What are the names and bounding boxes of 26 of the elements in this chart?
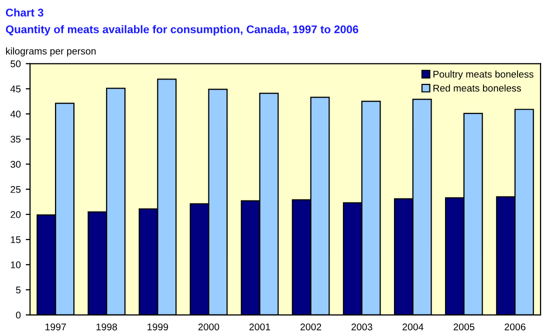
y-tick-label: 0 <box>16 312 21 319</box>
y-tick-label: 25 <box>10 186 21 193</box>
x-tick-label: 2001 <box>249 323 270 330</box>
y-tick-label: 5 <box>16 286 21 294</box>
y-tick-label: 50 <box>10 60 21 68</box>
legend-label: Poultry meats boneless <box>433 70 534 80</box>
y-axis-title: kilograms per person <box>6 47 96 56</box>
y-tick-label: 20 <box>10 211 21 218</box>
y-tick-label: 30 <box>10 160 21 168</box>
y-tick-label: 10 <box>10 261 21 268</box>
x-tick-label: 2006 <box>504 323 526 330</box>
chart-title: Chart 3 <box>6 8 44 17</box>
chart-subtitle: Quantity of meats available for consumption, Canada, 1997 to 2006 <box>6 25 358 36</box>
x-tick-label: 1997 <box>45 323 66 330</box>
x-tick-label: 2000 <box>198 323 220 330</box>
x-tick-label: 2002 <box>300 323 322 330</box>
y-tick-label: 35 <box>10 136 21 143</box>
y-tick-label: 45 <box>10 86 21 92</box>
y-tick-label: 40 <box>10 110 21 118</box>
x-tick-label: 1998 <box>96 323 117 330</box>
x-tick-label: 1999 <box>148 323 168 330</box>
x-tick-label: 2003 <box>352 323 372 330</box>
x-tick-label: 2005 <box>454 323 474 330</box>
x-tick-label: 2004 <box>402 323 424 330</box>
legend-label: Red meats boneless <box>433 84 521 92</box>
y-tick-label: 15 <box>10 236 21 244</box>
